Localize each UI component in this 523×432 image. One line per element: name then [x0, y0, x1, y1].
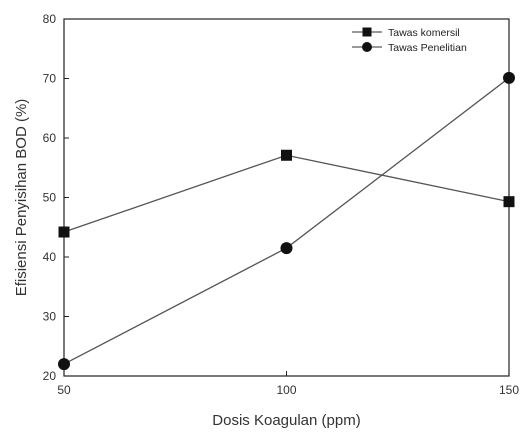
y-tick-label: 50: [43, 191, 57, 205]
plot-frame: [63, 18, 510, 377]
x-tick-label: 100: [276, 383, 296, 397]
x-tick-label: 50: [57, 383, 71, 397]
legend-label: Tawas Penelitian: [388, 42, 467, 54]
y-tick-label: 30: [43, 310, 57, 324]
series-1: [58, 71, 515, 371]
series-line: [63, 77, 510, 365]
y-tick-label: 20: [43, 369, 57, 383]
axis-ticks: [63, 18, 510, 377]
square-marker: [58, 226, 70, 238]
y-tick-label: 60: [43, 131, 57, 145]
series-layer: [58, 71, 515, 371]
square-marker: [503, 196, 515, 208]
square-marker: [281, 149, 292, 161]
legend-item: Tawas Penelitian: [352, 42, 467, 54]
x-axis-label: Dosis Koagulan (ppm): [212, 412, 360, 429]
y-tick-label: 80: [43, 12, 57, 26]
circle-marker: [280, 242, 293, 255]
tick-labels: 20 30 40 50 60 70 80 50 100 150: [43, 12, 520, 397]
y-axis-label: Efisiensi Penyisihan BOD (%): [13, 99, 30, 297]
y-tick-label: 70: [43, 72, 57, 86]
legend: Tawas komersil Tawas Penelitian: [352, 27, 467, 54]
x-tick-label: 150: [499, 383, 519, 397]
series-0: [58, 149, 515, 238]
series-line: [63, 154, 510, 233]
square-marker: [362, 27, 372, 37]
y-tick-label: 40: [43, 250, 57, 264]
legend-label: Tawas komersil: [388, 27, 460, 39]
circle-marker: [58, 358, 70, 371]
circle-marker: [503, 71, 515, 84]
legend-item: Tawas komersil: [352, 27, 460, 39]
circle-marker: [362, 42, 372, 52]
